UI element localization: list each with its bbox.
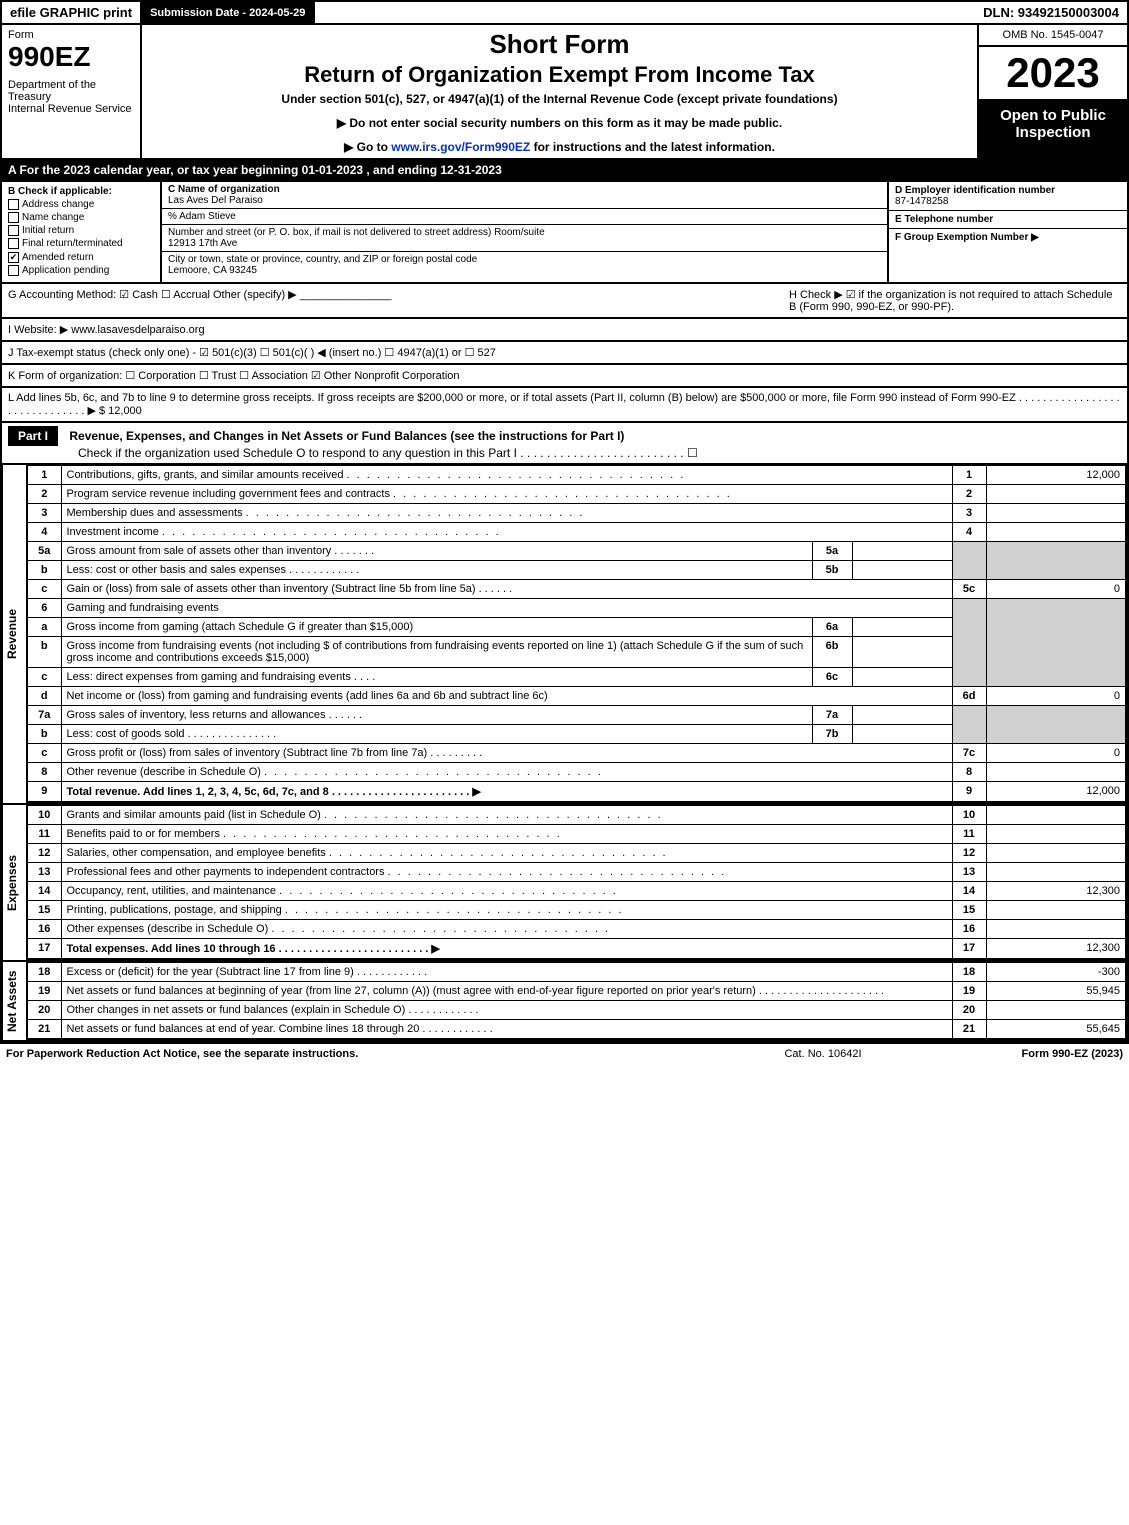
b-head: B Check if applicable: (8, 186, 154, 197)
short-form-title: Short Form (150, 29, 969, 60)
col-d: D Employer identification number 87-1478… (887, 182, 1127, 282)
row-7a: 7aGross sales of inventory, less returns… (27, 705, 1126, 724)
line-k: K Form of organization: ☐ Corporation ☐ … (0, 365, 1129, 388)
ein-val: 87-1478258 (895, 196, 948, 207)
expenses-sidelabel: Expenses (2, 805, 26, 960)
city-addr: Lemoore, CA 93245 (168, 265, 257, 276)
row-12: 12Salaries, other compensation, and empl… (27, 843, 1126, 862)
part1-title: Revenue, Expenses, and Changes in Net As… (69, 429, 624, 443)
row-14: 14Occupancy, rent, utilities, and mainte… (27, 881, 1126, 900)
header-left: Form 990EZ Department of the Treasury In… (2, 25, 142, 158)
row-20: 20Other changes in net assets or fund ba… (27, 1000, 1126, 1019)
row-15: 15Printing, publications, postage, and s… (27, 900, 1126, 919)
row-8: 8Other revenue (describe in Schedule O) … (27, 762, 1126, 781)
chk-address-change[interactable]: Address change (8, 199, 154, 210)
row-2: 2Program service revenue including gover… (27, 484, 1126, 503)
line-i: I Website: ▶ www.lasavesdelparaiso.org (0, 319, 1129, 342)
row-10: 10Grants and similar amounts paid (list … (27, 805, 1126, 824)
row-6: 6Gaming and fundraising events (27, 598, 1126, 617)
city-lbl: City or town, state or province, country… (168, 254, 477, 265)
ein-lbl: D Employer identification number (895, 185, 1055, 196)
street-lbl: Number and street (or P. O. box, if mail… (168, 227, 545, 238)
chk-final-return[interactable]: Final return/terminated (8, 238, 154, 249)
part1-header: Part I Revenue, Expenses, and Changes in… (0, 423, 1129, 465)
expenses-table: 10Grants and similar amounts paid (list … (26, 805, 1127, 960)
row-11: 11Benefits paid to or for members 11 (27, 824, 1126, 843)
group-lbl: F Group Exemption Number ▶ (895, 232, 1039, 243)
footer-formid: Form 990-EZ (2023) (923, 1048, 1123, 1060)
col-b-checkboxes: B Check if applicable: Address change Na… (2, 182, 162, 282)
c-care: % Adam Stieve (162, 209, 887, 225)
row-4: 4Investment income 4 (27, 522, 1126, 541)
omb-number: OMB No. 1545-0047 (979, 25, 1127, 47)
tax-year: 2023 (979, 47, 1127, 101)
chk-amended-return[interactable]: Amended return (8, 252, 154, 263)
footer-catno: Cat. No. 10642I (723, 1048, 923, 1060)
dln: DLN: 93492150003004 (975, 2, 1127, 23)
irs-link[interactable]: www.irs.gov/Form990EZ (391, 140, 530, 154)
form-number: 990EZ (8, 41, 134, 73)
line-l: L Add lines 5b, 6c, and 7b to line 9 to … (0, 388, 1129, 423)
row-5a: 5aGross amount from sale of assets other… (27, 541, 1126, 560)
col-c-org-info: C Name of organization Las Aves Del Para… (162, 182, 887, 282)
row-17: 17Total expenses. Add lines 10 through 1… (27, 938, 1126, 959)
row-19: 19Net assets or fund balances at beginni… (27, 981, 1126, 1000)
main-title: Return of Organization Exempt From Incom… (150, 62, 969, 88)
chk-initial-return[interactable]: Initial return (8, 225, 154, 236)
submission-date: Submission Date - 2024-05-29 (142, 2, 315, 23)
dept-label: Department of the Treasury Internal Reve… (8, 79, 134, 115)
f-group: F Group Exemption Number ▶ (889, 229, 1127, 246)
form-header: Form 990EZ Department of the Treasury In… (0, 25, 1129, 160)
e-phone: E Telephone number (889, 211, 1127, 229)
phone-lbl: E Telephone number (895, 214, 993, 225)
revenue-table: 1Contributions, gifts, grants, and simil… (26, 465, 1127, 803)
row-1: 1Contributions, gifts, grants, and simil… (27, 465, 1126, 484)
footer: For Paperwork Reduction Act Notice, see … (0, 1042, 1129, 1064)
c-name-lbl: C Name of organization (168, 184, 280, 195)
row-3: 3Membership dues and assessments 3 (27, 503, 1126, 522)
note-ssn: ▶ Do not enter social security numbers o… (150, 116, 969, 130)
netassets-table: 18Excess or (deficit) for the year (Subt… (26, 962, 1127, 1040)
part1-label: Part I (8, 426, 58, 446)
subtitle: Under section 501(c), 527, or 4947(a)(1)… (150, 92, 969, 106)
open-inspection: Open to Public Inspection (979, 101, 1127, 158)
revenue-group: Revenue 1Contributions, gifts, grants, a… (0, 465, 1129, 805)
c-street: Number and street (or P. O. box, if mail… (162, 225, 887, 252)
row-13: 13Professional fees and other payments t… (27, 862, 1126, 881)
line-h: H Check ▶ ☑ if the organization is not r… (781, 288, 1121, 313)
row-16: 16Other expenses (describe in Schedule O… (27, 919, 1126, 938)
street-addr: 12913 17th Ave (168, 238, 237, 249)
row-a-tax-year: A For the 2023 calendar year, or tax yea… (0, 160, 1129, 182)
d-ein: D Employer identification number 87-1478… (889, 182, 1127, 211)
chk-application-pending[interactable]: Application pending (8, 265, 154, 276)
line-g: G Accounting Method: ☑ Cash ☐ Accrual Ot… (8, 288, 781, 313)
row-5c: cGain or (loss) from sale of assets othe… (27, 579, 1126, 598)
revenue-sidelabel: Revenue (2, 465, 26, 803)
netassets-group: Net Assets 18Excess or (deficit) for the… (0, 962, 1129, 1042)
efile-label[interactable]: efile GRAPHIC print (2, 2, 142, 23)
c-city: City or town, state or province, country… (162, 252, 887, 278)
header-center: Short Form Return of Organization Exempt… (142, 25, 977, 158)
row-9: 9Total revenue. Add lines 1, 2, 3, 4, 5c… (27, 781, 1126, 802)
row-21: 21Net assets or fund balances at end of … (27, 1019, 1126, 1039)
top-bar: efile GRAPHIC print Submission Date - 20… (0, 0, 1129, 25)
row-18: 18Excess or (deficit) for the year (Subt… (27, 962, 1126, 981)
section-bcd: B Check if applicable: Address change Na… (0, 182, 1129, 284)
part1-check: Check if the organization used Schedule … (78, 446, 698, 460)
row-7c: cGross profit or (loss) from sales of in… (27, 743, 1126, 762)
org-name: Las Aves Del Paraiso (168, 195, 263, 206)
expenses-group: Expenses 10Grants and similar amounts pa… (0, 805, 1129, 962)
line-g-h: G Accounting Method: ☑ Cash ☐ Accrual Ot… (0, 284, 1129, 319)
care-of: % Adam Stieve (168, 211, 236, 222)
note-link: ▶ Go to www.irs.gov/Form990EZ for instru… (150, 140, 969, 154)
header-right: OMB No. 1545-0047 2023 Open to Public In… (977, 25, 1127, 158)
row-6d: dNet income or (loss) from gaming and fu… (27, 686, 1126, 705)
netassets-sidelabel: Net Assets (2, 962, 26, 1040)
chk-name-change[interactable]: Name change (8, 212, 154, 223)
footer-notice: For Paperwork Reduction Act Notice, see … (6, 1048, 723, 1060)
c-name: C Name of organization Las Aves Del Para… (162, 182, 887, 209)
form-label: Form (8, 29, 134, 41)
line-j: J Tax-exempt status (check only one) - ☑… (0, 342, 1129, 365)
